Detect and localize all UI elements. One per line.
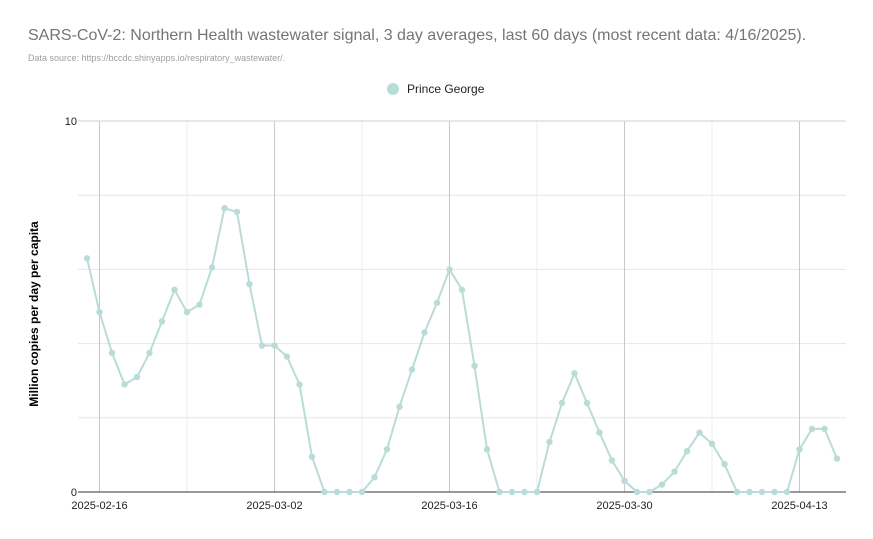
data-point[interactable] [708,440,716,447]
data-point[interactable] [483,446,491,453]
x-tick-label: 2025-04-13 [771,500,827,512]
data-point[interactable] [221,205,228,212]
data-point[interactable] [533,488,541,496]
data-point[interactable] [408,366,416,373]
data-point[interactable] [321,488,328,496]
y-axis-label: Million copies per day per capita [27,221,41,407]
data-point[interactable] [308,453,316,460]
data-point[interactable] [521,488,528,496]
x-tick-label: 2025-03-30 [596,500,652,512]
x-tick-label: 2025-03-16 [421,500,477,512]
data-point[interactable] [721,461,728,468]
data-point[interactable] [296,381,303,388]
x-tick-label: 2025-02-16 [71,500,127,512]
data-point[interactable] [96,308,103,316]
data-point[interactable] [446,266,453,273]
data-point[interactable] [558,399,566,407]
legend[interactable]: Prince George [387,82,484,96]
data-point[interactable] [171,286,178,293]
data-point[interactable] [196,301,203,308]
legend-swatch [387,83,399,95]
data-point[interactable] [346,488,353,496]
data-point[interactable] [108,349,116,357]
data-point[interactable] [621,477,628,485]
data-point[interactable] [121,381,128,388]
y-tick-label: 10 [65,116,77,128]
data-point[interactable] [571,370,578,377]
data-point[interactable] [133,373,141,381]
data-point[interactable] [183,308,191,316]
data-point[interactable] [583,399,591,407]
data-point[interactable] [658,481,666,488]
data-point[interactable] [496,488,503,496]
data-point[interactable] [83,255,91,262]
data-point[interactable] [258,342,266,349]
data-point[interactable] [333,488,341,496]
chart-title: SARS-CoV-2: Northern Health wastewater s… [28,27,807,44]
data-point[interactable] [596,429,603,436]
data-point[interactable] [608,457,616,464]
data-point[interactable] [671,468,678,475]
data-point[interactable] [821,425,828,433]
data-point[interactable] [733,488,741,496]
data-point[interactable] [383,446,391,453]
data-point[interactable] [546,438,553,446]
data-point[interactable] [283,353,291,360]
data-point[interactable] [421,329,428,336]
data-point[interactable] [771,488,778,496]
data-point[interactable] [396,403,403,410]
data-point[interactable] [783,488,791,496]
data-point[interactable] [208,264,216,271]
data-point[interactable] [833,455,841,462]
series-group [83,205,841,496]
axes [78,120,846,493]
data-point[interactable] [808,425,816,433]
data-point[interactable] [633,488,641,496]
data-point[interactable] [796,446,803,453]
y-tick-label: 0 [71,487,77,499]
data-point[interactable] [358,488,366,496]
data-point[interactable] [158,318,166,325]
data-point[interactable] [683,448,691,455]
x-tick-label: 2025-03-02 [246,500,302,512]
data-point[interactable] [271,342,278,349]
chart-subtitle: Data source: https://bccdc.shinyapps.io/… [28,53,286,63]
tick-labels: 2025-02-16 2025-03-02 2025-03-16 2025-03-30… [65,116,828,512]
data-point[interactable] [758,488,766,496]
legend-label: Prince George [407,82,485,96]
data-point[interactable] [233,208,241,216]
data-point[interactable] [433,299,441,306]
data-point[interactable] [746,488,753,496]
series-line-prince-george [86,207,838,493]
data-point[interactable] [508,488,516,496]
data-point[interactable] [146,349,153,357]
data-point[interactable] [458,286,466,293]
data-point[interactable] [696,429,703,436]
data-point[interactable] [646,488,653,496]
data-point[interactable] [371,474,378,481]
data-point[interactable] [471,362,478,370]
gridlines [78,120,846,492]
data-point[interactable] [246,281,253,288]
